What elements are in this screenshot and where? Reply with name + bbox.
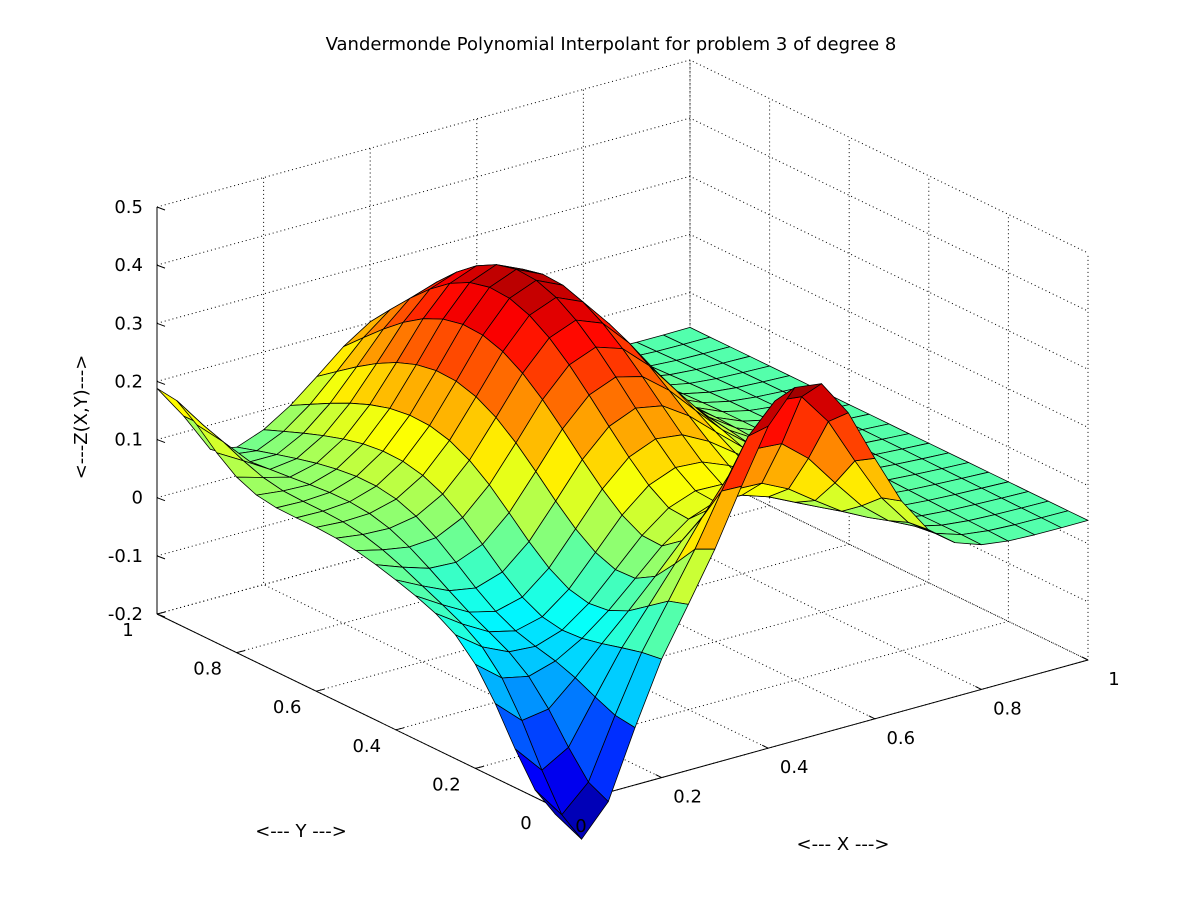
x-tick-label: 0 bbox=[575, 816, 586, 837]
x-tick-label: 0.4 bbox=[780, 757, 809, 778]
surface-patch bbox=[534, 789, 582, 840]
z-tick-label: 0 bbox=[132, 488, 143, 509]
x-tick bbox=[761, 744, 769, 749]
z-tick bbox=[156, 497, 166, 502]
z-tick bbox=[156, 613, 166, 618]
y-tick bbox=[156, 611, 166, 615]
z-tick-label: 0.5 bbox=[114, 197, 143, 218]
y-tick bbox=[395, 727, 404, 731]
z-grid-line bbox=[156, 59, 1089, 254]
tick-labels: 00.20.40.60.8100.20.40.60.81-0.2-0.100.1… bbox=[108, 197, 1120, 837]
x-tick bbox=[975, 685, 982, 690]
y-tick-label: 1 bbox=[122, 620, 133, 641]
y-tick bbox=[236, 650, 245, 654]
z-tick bbox=[156, 555, 166, 560]
z-tick bbox=[156, 439, 166, 444]
z-axis-label: <---Z(X,Y)---> bbox=[71, 355, 92, 480]
z-tick-label: -0.1 bbox=[108, 546, 143, 567]
x-tick bbox=[868, 715, 876, 720]
z-tick-label: 0.1 bbox=[114, 430, 143, 451]
z-tick bbox=[156, 264, 166, 269]
y-tick-label: 0.2 bbox=[432, 774, 461, 795]
y-axis-label: <--- Y ---> bbox=[255, 821, 347, 842]
axes bbox=[156, 206, 1089, 808]
z-tick bbox=[156, 380, 166, 385]
x-tick-label: 0.2 bbox=[673, 787, 702, 808]
surface-mesh bbox=[156, 264, 1089, 840]
z-tick-label: 0.4 bbox=[114, 255, 143, 276]
x-tick-label: 0.6 bbox=[886, 728, 915, 749]
y-tick bbox=[475, 765, 484, 769]
y-tick-label: 0.4 bbox=[352, 736, 381, 757]
y-tick-label: 0.6 bbox=[273, 697, 302, 718]
x-tick bbox=[655, 774, 662, 779]
z-tick bbox=[156, 206, 166, 211]
y-tick-label: 0.8 bbox=[193, 659, 222, 680]
z-tick bbox=[156, 322, 166, 327]
x-axis-label: <--- X ---> bbox=[797, 834, 890, 855]
x-tick bbox=[1081, 656, 1089, 661]
x-axis-line bbox=[554, 659, 1089, 808]
y-grid-line bbox=[236, 98, 771, 654]
y-axis-line bbox=[156, 613, 556, 808]
z-grid-line bbox=[156, 233, 1089, 428]
x-tick-label: 0.8 bbox=[993, 698, 1022, 719]
z-tick-label: 0.3 bbox=[114, 313, 143, 334]
z-grid-line bbox=[156, 175, 1089, 370]
y-tick-label: 0 bbox=[520, 813, 531, 834]
z-tick-label: -0.2 bbox=[108, 604, 143, 625]
chart-title: Vandermonde Polynomial Interpolant for p… bbox=[326, 34, 897, 55]
y-tick bbox=[316, 688, 325, 692]
z-tick-label: 0.2 bbox=[114, 371, 143, 392]
z-grid-line bbox=[156, 117, 1089, 312]
x-tick-label: 1 bbox=[1108, 669, 1119, 690]
y-grid-line bbox=[475, 214, 1009, 769]
